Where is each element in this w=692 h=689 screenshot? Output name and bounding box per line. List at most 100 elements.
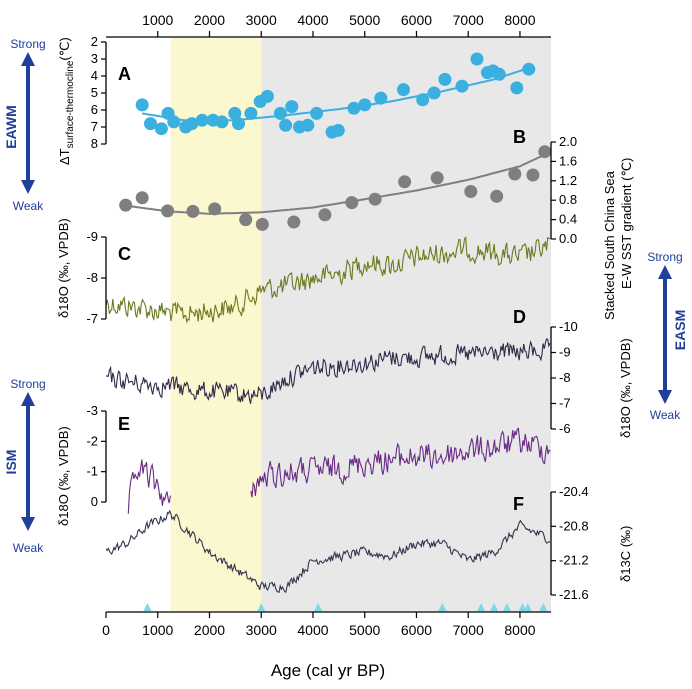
panel-a-data-point [492,67,506,81]
panel-letter-b: B [513,127,526,147]
easm-weak-label: Weak [650,408,681,422]
panel-c-ylabel: δ18O (‰, VPDB) [56,218,71,318]
panel-a-data-point [438,72,452,86]
panel-b-data-point [255,217,269,231]
top-x-tick-label: 3000 [246,12,277,28]
panel-b-tick-label: 0.8 [559,192,577,207]
panel-b-tick-label: 1.2 [559,173,577,188]
panel-f-tick-label: -21.2 [559,553,589,568]
panel-a-data-point [285,100,299,114]
panel-b-data-point [287,215,301,229]
age-control-marker [539,603,548,611]
bottom-x-tick-label: 2000 [194,622,225,638]
panel-a-data-point [167,115,181,129]
age-control-marker [523,603,532,611]
bottom-x-tick-label: 1000 [142,622,173,638]
x-axis-label: Age (cal yr BP) [271,661,385,680]
bottom-x-tick-label: 0 [102,622,110,638]
top-x-tick-label: 1000 [142,12,173,28]
eawm-arrow-shaft [26,64,30,182]
panel-f-tick-label: -20.8 [559,518,589,533]
age-control-marker [518,603,527,611]
panel-b-data-point [186,204,200,218]
panel-a-data-point [215,115,229,129]
panel-f-tick-label: -20.4 [559,484,589,499]
easm-indicator: Strong EASM Weak [647,250,688,422]
panel-d-series-line [106,338,551,404]
panel-a-tick-label: 7 [91,119,98,134]
panel-a-tick-label: 2 [91,34,98,49]
panel-a-tick-label: 4 [91,68,98,83]
panel-b-data-point [208,202,222,216]
panel-d-tick-label: -7 [559,396,571,411]
panel-d-tick-label: -6 [559,421,571,436]
panel-b-ylabel-2: E-W SST gradient (℃) [619,158,634,289]
panel-b-data-point [119,198,133,212]
panel-a-data-point [397,83,410,97]
easm-arrow-shaft [663,277,667,391]
panel-a-data-point [427,86,441,100]
panel-f-series-line [106,509,550,594]
bottom-x-tick-label: 5000 [349,622,380,638]
panel-d-tick-label: -9 [559,345,571,360]
panel-a-data-point [135,98,149,112]
easm-arrow-down [658,390,672,404]
eawm-indicator: Strong EAWM Weak [3,37,46,213]
bottom-x-tick-label: 3000 [246,622,277,638]
panel-e-ylabel: δ18O (‰, VPDB) [56,426,71,526]
panel-a-data-point [185,117,199,131]
panel-a-tick-label: 8 [91,136,98,151]
panel-f-tick-label: -21.6 [559,587,589,602]
panel-e-tick-label: -2 [86,433,98,448]
panel-a-data-point [195,113,209,127]
panel-a-tick-label: 3 [91,51,98,66]
panel-a-data-point [228,106,242,120]
panel-letter-f: F [513,494,524,514]
panel-b-data-point [430,171,444,185]
panel-a-data-point [347,101,361,115]
eawm-arrow-up [21,52,35,66]
panel-c-series-line [106,236,551,324]
easm-arrow-up [658,265,672,279]
panel-a-tick-label: 6 [91,102,98,117]
top-x-tick-label: 2000 [194,12,225,28]
age-control-marker [314,603,323,611]
panel-b-data-point [398,175,412,189]
age-control-marker [257,603,266,611]
panel-b-data-point [318,208,332,222]
ticks-layer: 23456780.00.40.81.21.62.0-9-8-7-10-9-8-7… [86,12,588,638]
panel-a-data-point [358,98,372,112]
gray-band [261,37,551,612]
panel-f-ylabel: δ13C (‰) [618,526,633,582]
panel-b-data-point [368,192,382,206]
panel-a-data-point [310,106,324,120]
panel-b-data-point [345,196,359,210]
bottom-x-tick-label: 4000 [297,622,328,638]
panel-a-data-point [232,117,245,131]
ism-title: ISM [3,450,19,475]
panel-b-tick-label: 0.0 [559,231,577,246]
panel-a-data-point [244,106,258,120]
panel-a-data-point [154,122,168,136]
panel-a-data-point [510,81,524,95]
panel-a-data-point [144,117,157,131]
age-control-marker [143,603,152,611]
panel-a-data-point [470,52,484,66]
panel-b-data-point [508,167,522,181]
panel-letter-a: A [118,64,131,84]
eawm-strong-label: Strong [10,37,45,51]
panel-a-tick-label: 5 [91,85,98,100]
panel-a-data-point [273,106,287,120]
shading-bands [170,37,551,612]
series-layer [106,52,551,611]
panel-e-tick-label: -1 [86,464,98,479]
panel-b-data-point [135,191,149,205]
panel-d-ylabel: δ18O (‰, VPDB) [618,338,633,438]
panel-c-tick-label: -8 [86,270,98,285]
panel-b-data-point [239,213,253,227]
ism-arrow-down [21,517,35,531]
panel-b-tick-label: 1.6 [559,153,577,168]
panel-e-series-line [127,459,171,514]
panel-letter-d: D [513,307,526,327]
